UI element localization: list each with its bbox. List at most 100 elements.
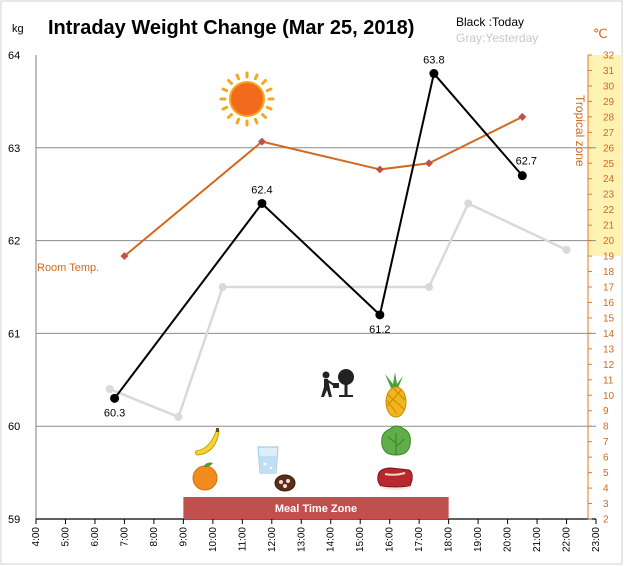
series-layer [105, 69, 571, 421]
room-temp-label: Room Temp. [37, 262, 99, 274]
yesterday-point [105, 385, 114, 394]
right-tick-label: 16 [603, 298, 615, 309]
right-axis-ticks: 2345678910111213141516171819202122232425… [588, 51, 615, 526]
x-tick-label: 23:00 [591, 527, 602, 552]
right-tick-label: 19 [603, 252, 615, 263]
room-temp-point [258, 137, 266, 146]
banana-icon [194, 428, 220, 456]
x-tick-label: 13:00 [296, 527, 307, 552]
meal-zone-bar [183, 497, 449, 519]
right-tick-label: 31 [603, 66, 615, 77]
right-tick-label: 10 [603, 391, 615, 402]
x-tick-label: 16:00 [385, 527, 396, 552]
tropical-zone-band [588, 55, 622, 257]
x-tick-label: 20:00 [503, 527, 514, 552]
room-temp-point [120, 252, 129, 261]
today-point [110, 393, 120, 403]
x-tick-label: 17:00 [414, 527, 425, 552]
left-axis-unit: kg [12, 23, 24, 35]
steak-icon [377, 467, 413, 490]
x-tick-label: 15:00 [355, 527, 366, 552]
right-tick-label: 7 [603, 437, 609, 448]
right-tick-label: 8 [603, 422, 609, 433]
today-data-label: 62.7 [516, 156, 537, 168]
today-data-label: 62.4 [251, 184, 272, 196]
yesterday-point [464, 199, 473, 208]
right-axis-unit: ℃ [593, 26, 608, 41]
gridlines [36, 147, 596, 427]
left-tick-label: 64 [8, 50, 20, 62]
pineapple-icon [385, 372, 407, 418]
x-tick-label: 12:00 [267, 527, 278, 552]
left-tick-label: 60 [8, 421, 20, 433]
right-tick-label: 24 [603, 174, 615, 185]
right-tick-label: 32 [603, 51, 615, 62]
meal-time-zone: Meal Time Zone [183, 497, 449, 519]
right-tick-label: 22 [603, 205, 615, 216]
yesterday-point [218, 283, 227, 291]
today-point [375, 310, 385, 320]
yesterday-point [562, 245, 571, 254]
room-temp-point [425, 159, 433, 168]
right-tick-label: 3 [603, 499, 609, 510]
left-axis-ticks: 59 60 61 62 63 64 [8, 50, 20, 526]
x-tick-label: 14:00 [326, 527, 337, 552]
chart-title: Intraday Weight Change (Mar 25, 2018) [48, 17, 414, 39]
x-tick-label: 10:00 [208, 527, 219, 552]
right-tick-label: 30 [603, 81, 615, 92]
gardening-icon [321, 369, 354, 397]
right-tick-label: 20 [603, 236, 615, 247]
legend-yesterday: Gray:Yesterday [456, 31, 538, 45]
left-tick-label: 62 [8, 236, 20, 248]
chocolate-icon [274, 474, 296, 492]
x-tick-label: 7:00 [119, 527, 130, 547]
x-tick-label: 6:00 [90, 527, 101, 547]
left-tick-label: 63 [8, 143, 20, 155]
today-data-label: 63.8 [423, 55, 444, 67]
yesterday-point [174, 412, 183, 421]
right-tick-label: 29 [603, 97, 615, 108]
right-tick-label: 23 [603, 190, 615, 201]
water-glass-icon [257, 446, 279, 474]
right-tick-label: 27 [603, 128, 615, 139]
meal-zone-label: Meal Time Zone [275, 503, 357, 515]
x-tick-label: 19:00 [473, 527, 484, 552]
today-data-label: 61.2 [369, 324, 390, 336]
right-tick-label: 26 [603, 143, 615, 154]
right-tick-label: 25 [603, 159, 615, 170]
today-point [517, 171, 527, 181]
right-tick-label: 15 [603, 313, 615, 324]
x-tick-label: 4:00 [31, 527, 42, 547]
right-tick-label: 13 [603, 344, 615, 355]
left-tick-label: 59 [8, 514, 20, 526]
right-tick-label: 18 [603, 267, 615, 278]
right-tick-label: 21 [603, 221, 615, 232]
left-tick-label: 61 [8, 328, 20, 340]
x-tick-label: 9:00 [178, 527, 189, 547]
room-temp-point [375, 165, 384, 174]
tropical-zone [588, 55, 622, 257]
right-tick-label: 12 [603, 360, 615, 371]
right-tick-label: 11 [603, 375, 614, 386]
right-tick-label: 17 [603, 283, 615, 294]
yesterday-line [109, 202, 568, 419]
orange-icon [192, 462, 218, 491]
right-tick-label: 14 [603, 329, 615, 340]
right-tick-label: 4 [603, 484, 609, 495]
yesterday-point [424, 283, 433, 291]
right-tick-label: 5 [603, 468, 609, 479]
x-tick-label: 22:00 [562, 527, 573, 552]
x-tick-label: 21:00 [532, 527, 543, 552]
right-tick-label: 28 [603, 112, 615, 123]
tropical-zone-label: Tropical zone [573, 95, 587, 167]
x-axis-ticks: 4:00 5:00 6:00 7:00 8:00 9:00 10:00 11:00 12:00 1… [31, 519, 602, 552]
today-data-label: 60.3 [104, 407, 125, 419]
x-tick-label: 18:00 [444, 527, 455, 552]
today-point [429, 69, 439, 79]
x-tick-label: 11:00 [237, 527, 248, 552]
legend-today: Black :Today [456, 15, 524, 29]
lettuce-icon [381, 425, 411, 456]
